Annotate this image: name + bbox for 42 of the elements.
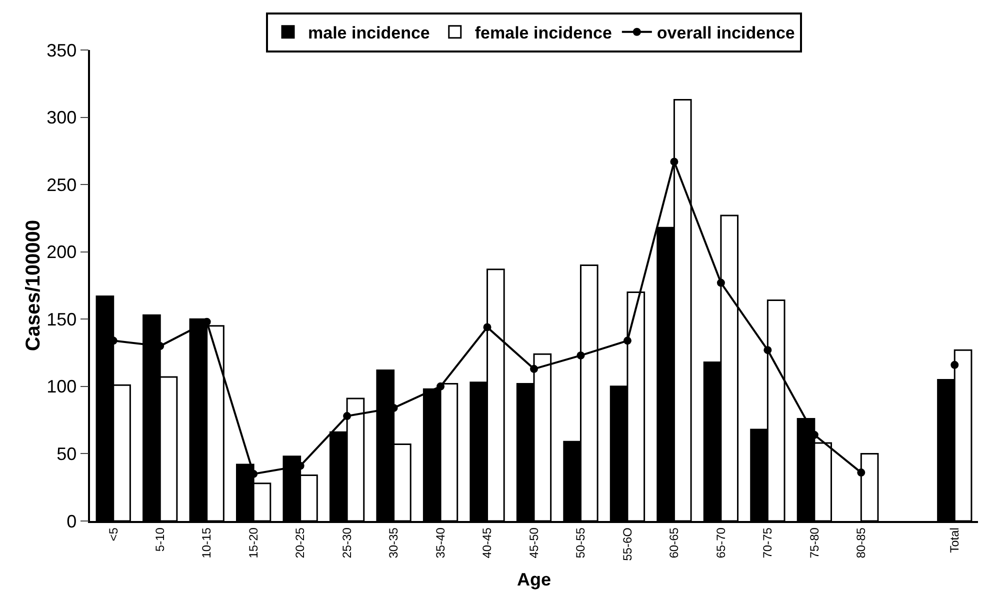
x-tick-label: 50-55 bbox=[574, 527, 588, 558]
x-tick-label: 40-45 bbox=[480, 527, 494, 558]
x-tick-label: 25-30 bbox=[340, 527, 354, 558]
point bbox=[576, 351, 585, 360]
legend-label: male incidence bbox=[308, 24, 430, 42]
point bbox=[670, 158, 678, 166]
y-tick-label: 350 bbox=[46, 40, 77, 60]
point bbox=[764, 346, 772, 354]
point bbox=[436, 382, 445, 390]
x-tick-label: <5 bbox=[106, 527, 120, 542]
point bbox=[716, 278, 725, 287]
y-tick-label: 300 bbox=[46, 108, 77, 128]
y-tick-label: 50 bbox=[56, 444, 77, 464]
x-tick-label: 20-25 bbox=[293, 527, 308, 558]
x-tick-label: 75-80 bbox=[807, 527, 822, 558]
point bbox=[483, 323, 492, 332]
x-tick-label: Total bbox=[948, 528, 962, 553]
point bbox=[530, 364, 538, 373]
y-tick-label: 100 bbox=[46, 376, 77, 397]
x-tick-label: 55-6O bbox=[620, 528, 634, 561]
y-tick-label: 150 bbox=[46, 309, 77, 330]
x-tick-label: 10-15 bbox=[200, 527, 214, 558]
x-tick-label: 35-40 bbox=[433, 527, 448, 558]
x-tick-label: 30-35 bbox=[386, 527, 401, 558]
x-tick-label: 60-65 bbox=[667, 527, 682, 558]
point bbox=[343, 412, 352, 420]
point bbox=[623, 336, 632, 345]
y-tick-label: 200 bbox=[46, 242, 77, 262]
point bbox=[857, 468, 866, 477]
x-tick-label: 5-10 bbox=[153, 527, 168, 552]
x-tick-label: 15-20 bbox=[246, 527, 260, 558]
x-tick-label: 45-50 bbox=[526, 527, 541, 558]
x-tick-label: 70-75 bbox=[760, 527, 775, 558]
legend-label: female incidence bbox=[474, 24, 612, 42]
x-tick-label: 80-85 bbox=[854, 527, 868, 558]
x-axis-title: Age bbox=[516, 570, 552, 590]
legend-label: overall incidence bbox=[656, 24, 795, 42]
y-tick-label: 250 bbox=[46, 174, 77, 195]
point bbox=[950, 360, 959, 369]
y-axis-title: Cases/100000 bbox=[22, 220, 44, 352]
y-tick-label: 0 bbox=[66, 511, 77, 532]
x-tick-label: 65-70 bbox=[714, 527, 728, 558]
